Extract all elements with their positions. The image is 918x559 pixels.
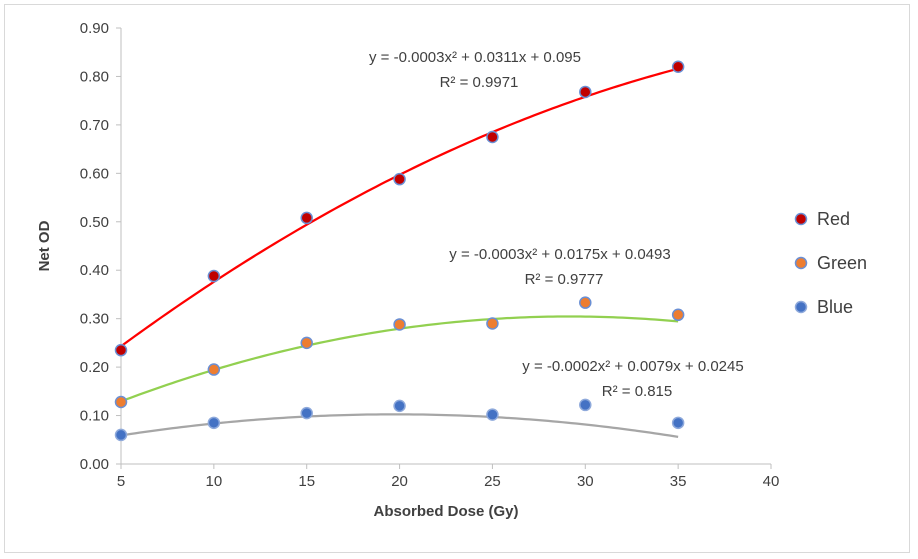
y-tick-label: 0.90 — [80, 20, 109, 37]
x-tick-label: 20 — [391, 473, 408, 490]
x-tick-label: 30 — [577, 473, 594, 490]
data-point-red — [393, 172, 406, 186]
data-point-red — [486, 130, 499, 144]
y-axis-title: Net OD — [36, 220, 53, 271]
y-tick-label: 0.60 — [80, 165, 109, 182]
data-point-blue — [207, 416, 221, 430]
data-point-blue — [393, 399, 406, 413]
data-point-green — [393, 318, 406, 331]
data-point-red — [207, 269, 221, 283]
y-tick-label: 0.50 — [80, 214, 109, 231]
x-axis-title: Absorbed Dose (Gy) — [373, 503, 518, 520]
y-tick-label: 0.20 — [80, 359, 109, 376]
data-points — [114, 60, 685, 442]
data-point-blue — [671, 416, 685, 430]
equation-green: y = -0.0003x² + 0.0175x + 0.0493 — [449, 246, 670, 263]
trendline-red — [120, 67, 679, 348]
equation-red: y = -0.0003x² + 0.0311x + 0.095 — [369, 49, 581, 66]
data-point-green — [114, 395, 128, 409]
legend-marker-green — [794, 256, 808, 270]
legend-marker-blue — [794, 300, 808, 314]
data-point-green — [486, 317, 499, 330]
data-point-blue — [114, 428, 128, 442]
data-point-green — [579, 296, 592, 309]
data-point-red — [671, 60, 685, 74]
y-tick-label: 0.70 — [80, 117, 109, 134]
x-tick-label: 25 — [484, 473, 501, 490]
x-tick-label: 15 — [298, 473, 315, 490]
y-tick-label: 0.80 — [80, 68, 109, 85]
data-point-blue — [579, 398, 592, 412]
y-tick-label: 0.30 — [80, 311, 109, 328]
data-point-red — [114, 343, 128, 357]
legend-label-green: Green — [817, 253, 867, 273]
data-point-blue — [300, 406, 313, 420]
legend-label-blue: Blue — [817, 297, 853, 317]
x-tick-label: 40 — [763, 473, 780, 490]
trendline-blue — [120, 413, 679, 438]
x-tick-label: 35 — [670, 473, 687, 490]
legend: Red Green Blue — [794, 209, 867, 317]
data-point-green — [671, 308, 685, 322]
x-tick-label: 10 — [206, 473, 223, 490]
data-point-blue — [486, 408, 499, 421]
legend-label-red: Red — [817, 209, 850, 229]
y-tick-label: 0.40 — [80, 262, 109, 279]
data-point-green — [207, 363, 221, 376]
chart-svg: 0.00 0.10 0.20 0.30 0.40 0.50 0.60 0.70 0.80 0.90… — [36, 20, 867, 520]
trendline-equations: y = -0.0003x² + 0.0311x + 0.095 R² = 0.99… — [369, 49, 744, 400]
r-squared-red: R² = 0.9971 — [440, 74, 519, 91]
equation-blue: y = -0.0002x² + 0.0079x + 0.0245 — [522, 358, 743, 375]
data-point-red — [300, 211, 313, 225]
axes — [120, 28, 771, 465]
x-tick-label: 5 — [117, 473, 125, 490]
chart-frame: 0.00 0.10 0.20 0.30 0.40 0.50 0.60 0.70 0.80 0.90… — [4, 4, 910, 553]
y-tick-label: 0.10 — [80, 408, 109, 425]
r-squared-blue: R² = 0.815 — [602, 383, 672, 400]
r-squared-green: R² = 0.9777 — [525, 271, 604, 288]
y-tick-labels: 0.00 0.10 0.20 0.30 0.40 0.50 0.60 0.70 0.80 0.90 — [80, 20, 121, 473]
data-point-red — [579, 85, 592, 99]
x-tick-labels: 5 10 15 20 25 30 35 40 — [117, 464, 780, 490]
legend-marker-red — [794, 212, 808, 226]
data-point-green — [300, 336, 313, 350]
y-tick-label: 0.00 — [80, 456, 109, 473]
